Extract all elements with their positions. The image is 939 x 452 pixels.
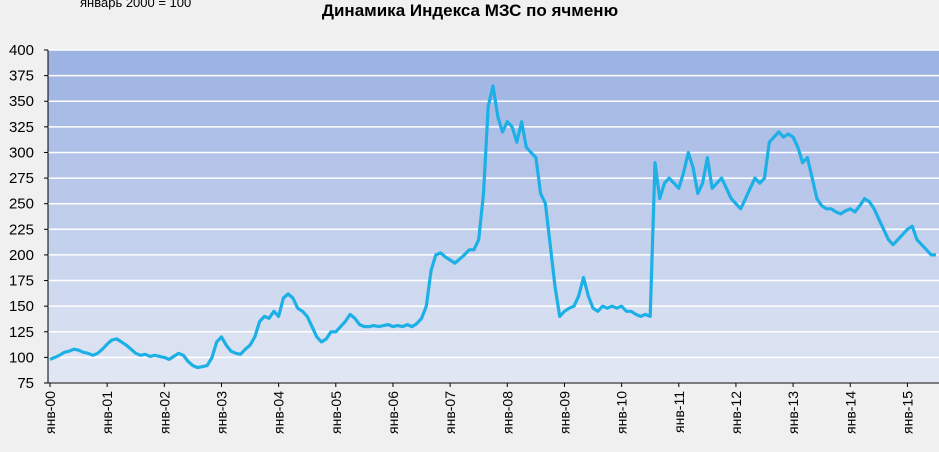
chart-title: Динамика Индекса МЗС по ячменю [322, 1, 618, 20]
plot-band [48, 357, 939, 383]
y-tick-label: 175 [9, 273, 34, 290]
y-tick-label: 300 [9, 144, 34, 161]
x-tick-label: янв-01 [99, 391, 115, 434]
x-tick-label: янв-12 [728, 391, 744, 434]
plot-band [48, 306, 939, 332]
plot-band [48, 126, 939, 153]
y-tick-label: 125 [9, 324, 34, 341]
x-tick-label: янв-06 [385, 391, 401, 434]
x-tick-label: янв-11 [671, 391, 687, 433]
plot-band [48, 254, 939, 281]
plot-band [48, 331, 939, 358]
y-tick-label: 375 [9, 68, 34, 85]
y-tick-label: 200 [9, 247, 34, 264]
x-tick-label: янв-04 [271, 391, 287, 434]
y-tick-label: 325 [9, 119, 34, 136]
x-tick-label: янв-08 [499, 391, 515, 434]
plot-band [48, 203, 939, 230]
plot-band [48, 280, 939, 307]
y-tick-label: 275 [9, 170, 34, 187]
y-tick-label: 75 [17, 375, 34, 392]
x-tick-label: янв-05 [328, 391, 344, 434]
x-tick-label: янв-07 [442, 391, 458, 434]
y-tick-label: 100 [9, 349, 34, 366]
x-tick-label: янв-10 [614, 391, 630, 434]
x-tick-label: янв-09 [556, 391, 572, 434]
plot-band [48, 178, 939, 204]
x-tick-label: янв-14 [842, 391, 858, 434]
x-tick-label: янв-03 [213, 391, 229, 434]
y-tick-label: 250 [9, 196, 34, 213]
y-tick-label: 400 [9, 42, 34, 59]
x-tick-label: янв-15 [899, 391, 915, 434]
data-line [49, 84, 936, 370]
plot-band [48, 152, 939, 179]
x-tick-label: янв-02 [156, 391, 172, 434]
y-tick-label: 350 [9, 93, 34, 110]
plot-band [48, 50, 939, 76]
y-tick-label: 225 [9, 221, 34, 238]
x-tick-label: янв-00 [42, 391, 58, 434]
plot-band [48, 229, 939, 255]
x-tick-label: янв-13 [785, 391, 801, 434]
plot-band [48, 101, 939, 127]
y-tick-label: 150 [9, 298, 34, 315]
chart-subtitle: январь 2000 = 100 [80, 0, 191, 10]
